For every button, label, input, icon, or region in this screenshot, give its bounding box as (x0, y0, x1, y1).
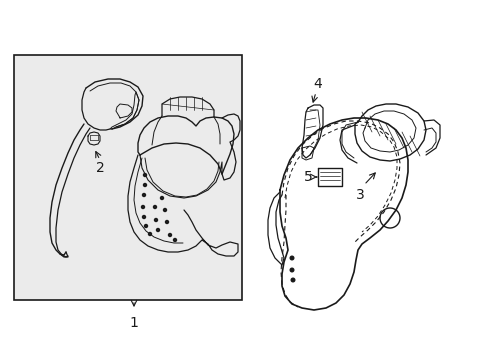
Circle shape (143, 184, 146, 186)
Text: 1: 1 (129, 316, 138, 330)
Circle shape (153, 206, 156, 208)
Circle shape (142, 194, 145, 197)
Circle shape (156, 229, 159, 231)
Circle shape (141, 206, 144, 208)
Text: 3: 3 (355, 188, 364, 202)
Circle shape (148, 233, 151, 235)
Text: 5: 5 (303, 170, 312, 184)
Text: 4: 4 (313, 77, 322, 91)
Circle shape (291, 278, 294, 282)
Circle shape (289, 268, 293, 272)
Text: 2: 2 (96, 161, 104, 175)
Circle shape (143, 174, 146, 176)
Circle shape (163, 208, 166, 212)
Circle shape (168, 234, 171, 237)
Circle shape (173, 239, 176, 242)
Bar (14, 55, 242, 300)
Circle shape (160, 197, 163, 199)
Circle shape (144, 225, 147, 228)
Circle shape (142, 216, 145, 219)
Circle shape (154, 219, 157, 221)
Circle shape (165, 220, 168, 224)
Circle shape (289, 256, 293, 260)
